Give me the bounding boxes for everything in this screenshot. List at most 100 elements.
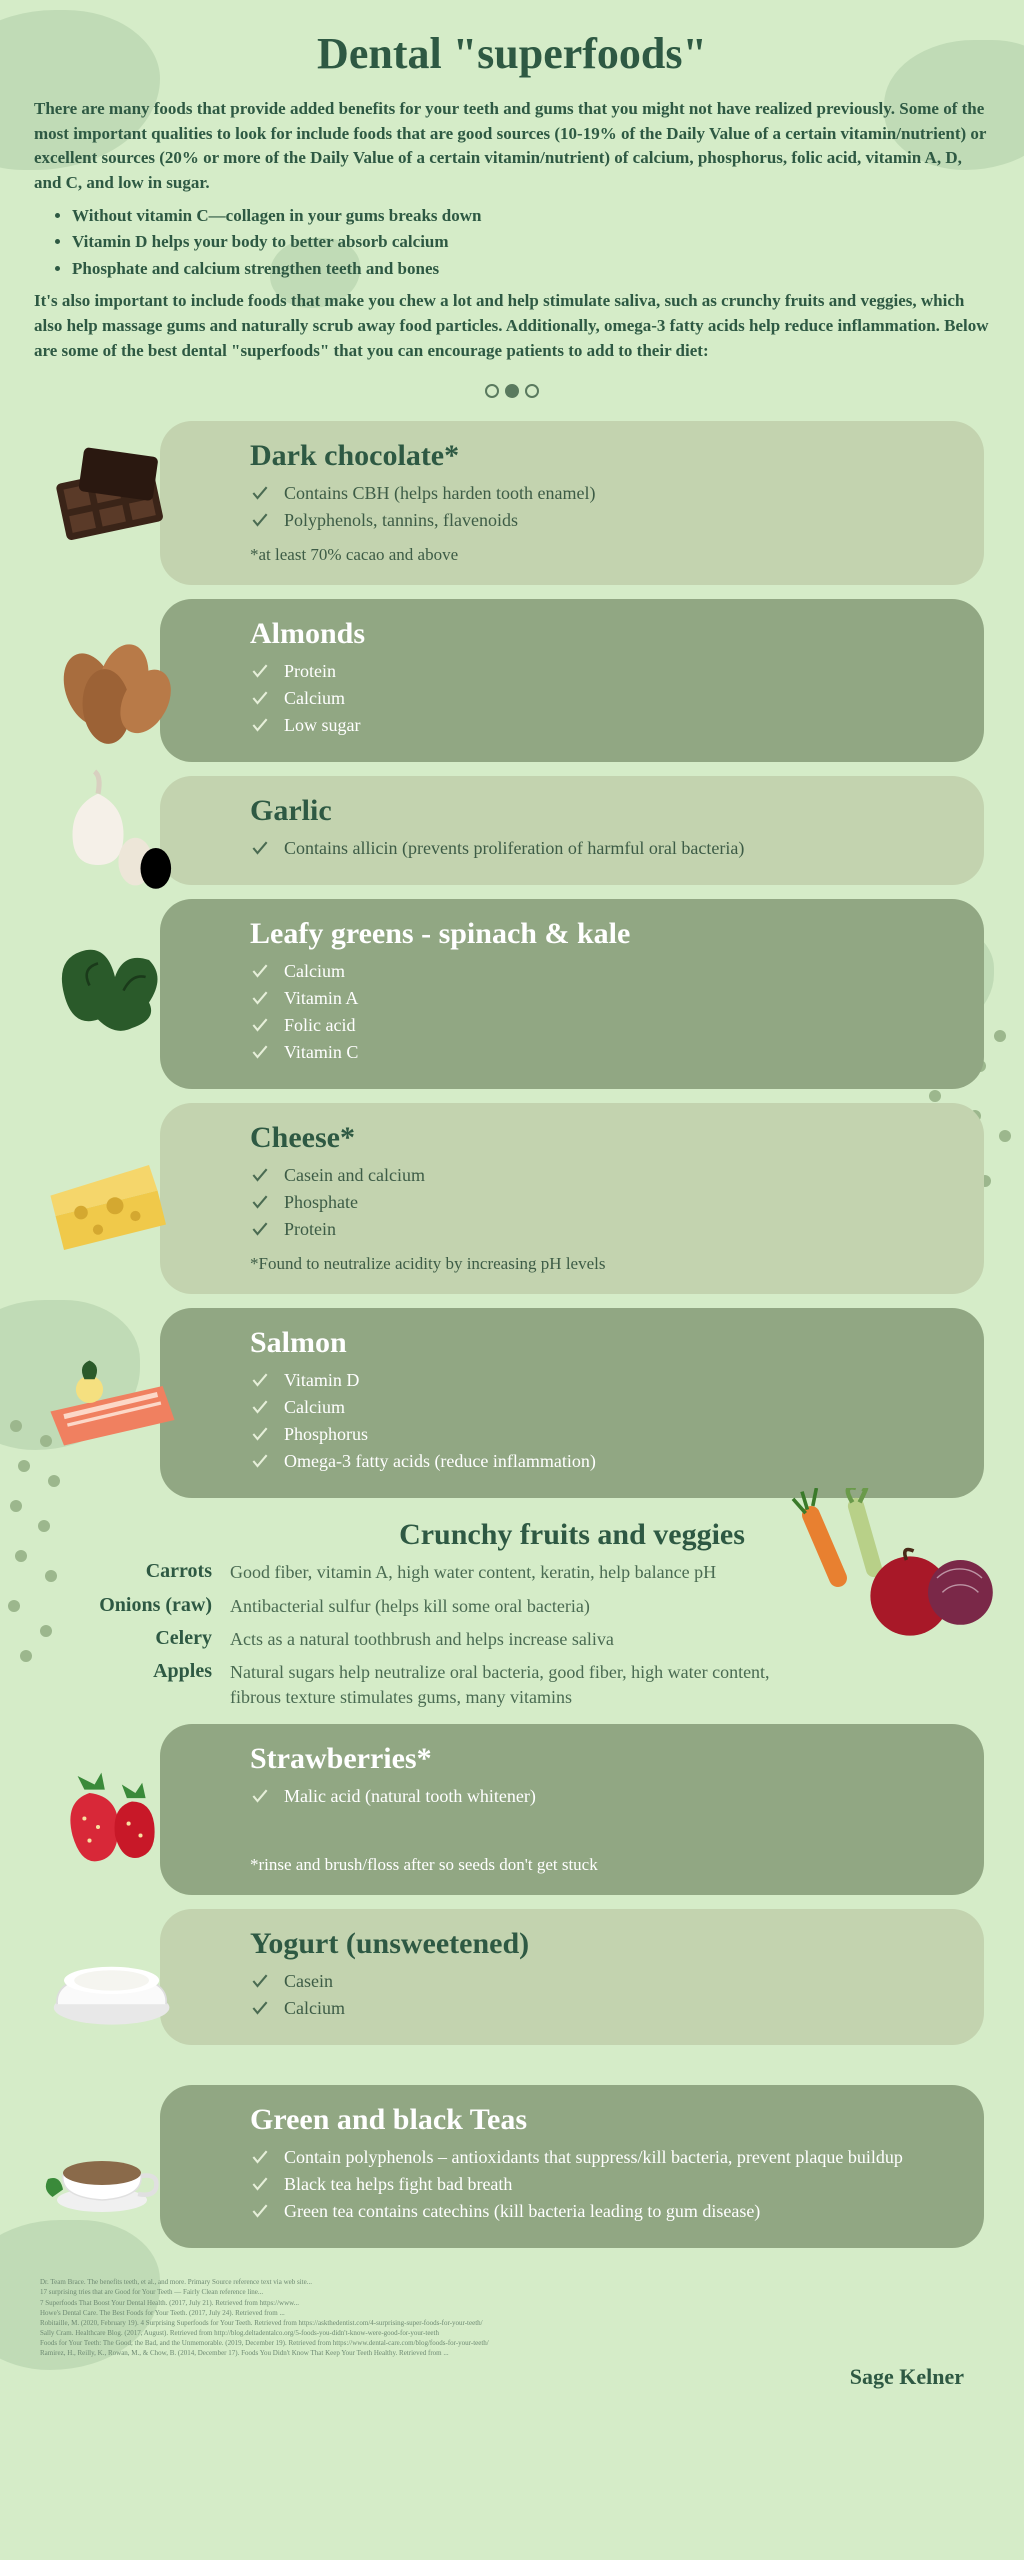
check-icon: [250, 2174, 270, 2194]
benefit-item: Contains CBH (helps harden tooth enamel): [250, 483, 944, 504]
intro-para1: There are many foods that provide added …: [34, 97, 990, 196]
check-icon: [250, 1192, 270, 1212]
ref-line: Robitaille, M. (2020, February 19). 4 Su…: [40, 2319, 800, 2328]
benefit-item: Calcium: [250, 1998, 944, 2019]
check-icon: [250, 838, 270, 858]
check-icon: [250, 1219, 270, 1239]
ref-line: Sally Cram. Healthcare Blog. (2017, Augu…: [40, 2329, 800, 2338]
card-cheese: Cheese* Casein and calcium Phosphate Pro…: [160, 1103, 984, 1294]
benefit-text: Calcium: [284, 1397, 345, 1418]
benefit-item: Casein: [250, 1971, 944, 1992]
check-icon: [250, 2201, 270, 2221]
benefit-text: Folic acid: [284, 1015, 355, 1036]
check-icon: [250, 1451, 270, 1471]
benefit-text: Vitamin D: [284, 1370, 359, 1391]
ref-line: Foods for Your Teeth: The Good, the Bad,…: [40, 2339, 800, 2348]
check-icon: [250, 1165, 270, 1185]
card-title: Garlic: [250, 794, 944, 828]
benefit-item: Calcium: [250, 1397, 944, 1418]
check-icon: [250, 688, 270, 708]
card-strawberries: Strawberries* Malic acid (natural tooth …: [160, 1724, 984, 1895]
check-icon: [250, 1015, 270, 1035]
separator-dots: [0, 381, 1024, 399]
chocolate-icon: [30, 433, 200, 573]
crunchy-desc: Antibacterial sulfur (helps kill some or…: [230, 1594, 770, 1619]
crunchy-label: Onions (raw): [32, 1594, 212, 1617]
benefit-item: Vitamin D: [250, 1370, 944, 1391]
yogurt-icon: [30, 1907, 200, 2047]
card-yogurt: Yogurt (unsweetened) Casein Calcium: [160, 1909, 984, 2045]
benefit-text: Low sugar: [284, 715, 360, 736]
benefit-text: Calcium: [284, 961, 345, 982]
benefit-text: Vitamin C: [284, 1042, 358, 1063]
check-icon: [250, 1998, 270, 2018]
check-icon: [250, 2147, 270, 2167]
benefit-item: Phosphate: [250, 1192, 944, 1213]
benefit-item: Malic acid (natural tooth whitener): [250, 1786, 944, 1807]
page-title: Dental "superfoods": [0, 0, 1024, 79]
card-title: Leafy greens - spinach & kale: [250, 917, 944, 951]
check-icon: [250, 1370, 270, 1390]
benefit-text: Malic acid (natural tooth whitener): [284, 1786, 536, 1807]
strawberries-icon: [30, 1740, 200, 1880]
benefit-text: Contains CBH (helps harden tooth enamel): [284, 483, 595, 504]
benefit-text: Protein: [284, 1219, 336, 1240]
card-title: Strawberries*: [250, 1742, 944, 1776]
benefit-item: Contains allicin (prevents proliferation…: [250, 838, 944, 859]
check-icon: [250, 661, 270, 681]
benefit-text: Phosphorus: [284, 1424, 368, 1445]
references: Dr. Team Brace. The benefits teeth, et a…: [40, 2278, 800, 2358]
intro-bullets: Without vitamin C—collagen in your gums …: [72, 204, 990, 282]
check-icon: [250, 988, 270, 1008]
check-icon: [250, 961, 270, 981]
card-almonds: Almonds Protein Calcium Low sugar: [160, 599, 984, 762]
benefit-item: Low sugar: [250, 715, 944, 736]
benefit-text: Protein: [284, 661, 336, 682]
vegetables-icon: [782, 1488, 1002, 1668]
card-title: Cheese*: [250, 1121, 944, 1155]
crunchy-section: Crunchy fruits and veggies CarrotsGood f…: [32, 1518, 992, 1710]
intro-bullet: Vitamin D helps your body to better abso…: [72, 230, 990, 255]
benefit-text: Calcium: [284, 1998, 345, 2019]
benefit-item: Vitamin C: [250, 1042, 944, 1063]
card-title: Green and black Teas: [250, 2103, 944, 2137]
check-icon: [250, 715, 270, 735]
benefit-text: Contains allicin (prevents proliferation…: [284, 838, 744, 859]
card-note: *rinse and brush/floss after so seeds do…: [250, 1855, 944, 1875]
benefit-item: Calcium: [250, 961, 944, 982]
intro-para2: It's also important to include foods tha…: [34, 289, 990, 363]
check-icon: [250, 1971, 270, 1991]
benefit-text: Phosphate: [284, 1192, 358, 1213]
garlic-icon: [30, 761, 200, 901]
benefit-text: Vitamin A: [284, 988, 358, 1009]
tea-icon: [30, 2107, 180, 2227]
card-note: *Found to neutralize acidity by increasi…: [250, 1254, 944, 1274]
benefit-item: Black tea helps fight bad breath: [250, 2174, 944, 2195]
intro-bullet: Without vitamin C—collagen in your gums …: [72, 204, 990, 229]
card-title: Almonds: [250, 617, 944, 651]
benefit-text: Polyphenols, tannins, flavenoids: [284, 510, 518, 531]
benefit-text: Contain polyphenols – antioxidants that …: [284, 2147, 903, 2168]
card-salmon: Salmon Vitamin D Calcium Phosphorus Omeg…: [160, 1308, 984, 1498]
crunchy-label: Apples: [32, 1660, 212, 1683]
check-icon: [250, 1397, 270, 1417]
benefit-item: Calcium: [250, 688, 944, 709]
benefit-text: Casein: [284, 1971, 333, 1992]
benefit-text: Black tea helps fight bad breath: [284, 2174, 512, 2195]
check-icon: [250, 1042, 270, 1062]
intro-bullet: Phosphate and calcium strengthen teeth a…: [72, 257, 990, 282]
benefit-item: Polyphenols, tannins, flavenoids: [250, 510, 944, 531]
benefit-item: Vitamin A: [250, 988, 944, 1009]
crunchy-desc: Acts as a natural toothbrush and helps i…: [230, 1627, 794, 1652]
ref-line: Howe's Dental Care. The Best Foods for Y…: [40, 2309, 800, 2318]
benefit-text: Casein and calcium: [284, 1165, 425, 1186]
crunchy-label: Carrots: [32, 1560, 212, 1583]
card-title: Dark chocolate*: [250, 439, 944, 473]
check-icon: [250, 1786, 270, 1806]
benefit-item: Casein and calcium: [250, 1165, 944, 1186]
card-note: *at least 70% cacao and above: [250, 545, 944, 565]
greens-icon: [30, 924, 200, 1064]
card-leafy-greens: Leafy greens - spinach & kale Calcium Vi…: [160, 899, 984, 1089]
card-title: Salmon: [250, 1326, 944, 1360]
check-icon: [250, 510, 270, 530]
